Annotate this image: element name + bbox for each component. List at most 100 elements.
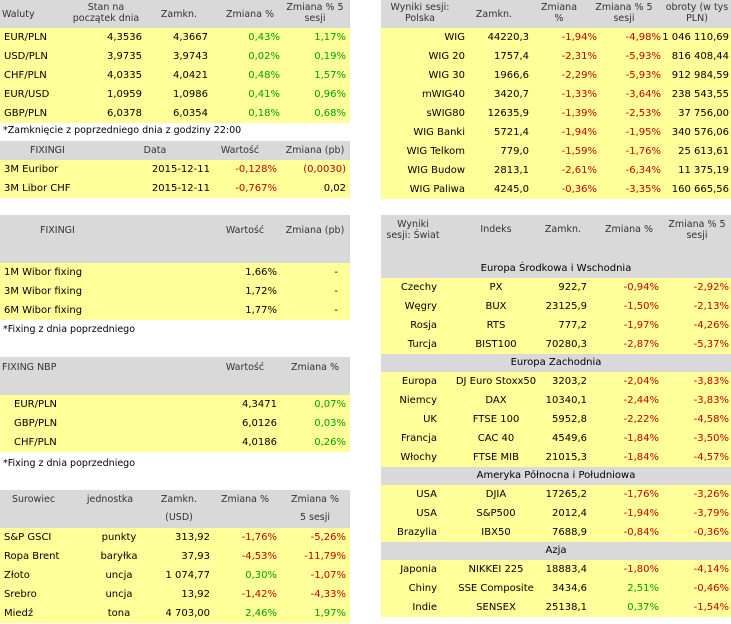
world-cell: 4549,6 [552, 433, 587, 444]
world-cell: DJ Euro Stoxx50 [455, 376, 537, 387]
nbp-table-row: CHF/PLN 4,0186 0,26% [0, 433, 350, 452]
currency-table-cell: 0,96% [314, 89, 346, 100]
poland-table-header-cell: obroty (w tys PLN) [665, 2, 729, 24]
world-cell: -1,84% [623, 452, 659, 463]
currency-table-row: CHF/PLN 4,0335 4,0421 0,48% 1,57% [0, 66, 350, 85]
world-cell: -2,87% [623, 339, 659, 350]
world-cell: 23125,9 [545, 301, 587, 312]
poland-table-cell: -1,39% [561, 108, 597, 119]
currency-table-cell: 0,48% [248, 70, 280, 81]
world-table-header: Wyniki sesji: Świat Indeks Zamkn. Zmiana % Z… [381, 215, 731, 260]
world-cell: -0,46% [693, 583, 729, 594]
world-cell: 25138,1 [545, 602, 587, 613]
poland-table-cell: 5721,4 [494, 127, 529, 138]
currency-table-cell: 3,9743 [173, 51, 208, 62]
commodities-table-cell: -4,33% [310, 589, 346, 600]
poland-table-cell: WIG Budow [407, 165, 465, 176]
wibor-table-header-cell: FIXINGI [40, 225, 75, 236]
world-row: Rosja RTS 777,2 -1,97% -4,26% [381, 316, 731, 335]
currency-table-cell: 1,0986 [173, 89, 208, 100]
currency-table-cell: 4,3536 [107, 32, 142, 43]
poland-table-cell: WIG Banki [413, 127, 465, 138]
poland-table-cell: -1,94% [561, 127, 597, 138]
fixing-table-header-cell: Data [143, 145, 167, 156]
poland-table-cell: 340 576,06 [671, 127, 729, 138]
commodities-table-row: Miedź tona 4 703,00 2,46% 1,97% [0, 604, 350, 623]
world-cell: 0,37% [627, 602, 659, 613]
world-row: Turcja BIST100 70280,3 -2,87% -5,37% [381, 335, 731, 354]
poland-table-cell: -2,29% [561, 70, 597, 81]
currency-table-header-cell: Waluty [2, 9, 35, 20]
world-cell: NIKKEI 225 [468, 564, 524, 575]
world-cell: Chiny [408, 583, 437, 594]
currency-table-cell: 0,68% [314, 108, 346, 119]
world-cell: -4,26% [693, 320, 729, 331]
nbp-note: *Fixing z dnia poprzedniego [3, 458, 136, 469]
world-table-header-cell: Zamkn. [544, 224, 582, 235]
commodities-table-header-cell: Zmiana % [290, 494, 340, 505]
poland-table-cell: 816 408,44 [671, 51, 729, 62]
world-cell: -3,83% [693, 376, 729, 387]
commodities-table-cell: S&P GSCI [4, 532, 52, 543]
wibor-table-cell: - [334, 305, 338, 316]
commodities-table-cell: 4 703,00 [165, 608, 210, 619]
commodities-table-cell: 2,46% [245, 608, 277, 619]
world-cell: 5952,8 [552, 414, 587, 425]
wibor-table-row: 6M Wibor fixing 1,77% - [0, 301, 350, 320]
world-table-header-cell: Indeks [480, 224, 512, 235]
wibor-table-header-cell: Zmiana (pb) [285, 225, 345, 236]
world-cell: Japonia [400, 564, 437, 575]
poland-table-cell: -2,31% [561, 51, 597, 62]
poland-table-row: mWIG40 3420,7 -1,33% -3,64% 238 543,55 [381, 85, 731, 104]
world-row: UK FTSE 100 5952,8 -2,22% -4,58% [381, 410, 731, 429]
commodities-subheader-cell: 5 sesji [299, 512, 331, 523]
commodities-table-header-cell: Zmiana % [220, 494, 270, 505]
commodities-table-cell: baryłka [100, 551, 138, 562]
commodities-subheader-cell: (USD) [165, 512, 193, 523]
poland-table-cell: -5,93% [625, 51, 661, 62]
world-table-header-cell: Zmiana % 5 sesji [668, 219, 726, 241]
currency-table-cell: 4,3667 [173, 32, 208, 43]
commodities-table-cell: -5,26% [310, 532, 346, 543]
world-cell: -1,97% [623, 320, 659, 331]
currency-table-header-cell: Zmiana % [225, 9, 275, 20]
world-row: Niemcy DAX 10340,1 -2,44% -3,83% [381, 391, 731, 410]
world-cell: 18883,4 [545, 564, 587, 575]
poland-table-row: WIG 30 1966,6 -2,29% -5,93% 912 984,59 [381, 66, 731, 85]
commodities-table-header-cell: Zamkn. [160, 494, 198, 505]
world-group-title: Europa Środkowa i Wschodnia [381, 260, 731, 278]
currency-table-row: GBP/PLN 6,0378 6,0354 0,18% 0,68% [0, 104, 350, 123]
world-cell: -0,36% [693, 527, 729, 538]
currency-table-cell: 1,57% [314, 70, 346, 81]
commodities-table-cell: uncja [105, 570, 133, 581]
currency-table-row: EUR/USD 1,0959 1,0986 0,41% 0,96% [0, 85, 350, 104]
poland-table-cell: WIG 20 [428, 51, 466, 62]
poland-table-cell: -3,64% [625, 89, 661, 100]
fixing-table-cell: -0,767% [235, 183, 277, 194]
world-cell: -3,79% [693, 508, 729, 519]
world-row: Włochy FTSE MIB 21015,3 -1,84% -4,57% [381, 448, 731, 467]
poland-table-cell: -0,36% [561, 184, 597, 195]
fixing-table-cell: (0,0030) [303, 164, 346, 175]
nbp-table-cell: EUR/PLN [14, 399, 58, 410]
currency-table-cell: EUR/USD [4, 89, 50, 100]
world-table-header-cell: Wyniki sesji: Świat [386, 219, 440, 241]
poland-table-cell: 11 375,19 [678, 165, 729, 176]
poland-table-header-cell: Zmiana % 5 sesji [595, 2, 653, 24]
commodities-table-cell: 37,93 [181, 551, 210, 562]
currency-table-header-cell: Zmiana % 5 sesji [286, 2, 344, 24]
commodities-table-cell: -11,79% [304, 551, 346, 562]
commodities-table-row: Ropa Brent baryłka 37,93 -4,53% -11,79% [0, 547, 350, 566]
world-cell: -1,54% [693, 602, 729, 613]
world-row: Brazylia IBX50 7688,9 -0,84% -0,36% [381, 523, 731, 542]
fixing-table-cell: 2015-12-11 [151, 183, 210, 194]
poland-table-cell: 912 984,59 [671, 70, 729, 81]
poland-table-cell: 44220,3 [487, 32, 529, 43]
world-cell: 7688,9 [552, 527, 587, 538]
poland-table-header-cell: Zmiana % [540, 2, 578, 24]
wibor-table-cell: 1,72% [245, 286, 277, 297]
world-cell: -2,22% [623, 414, 659, 425]
poland-table-cell: WIG Telkom [406, 146, 465, 157]
world-cell: -2,13% [693, 301, 729, 312]
poland-table-cell: 238 543,55 [671, 89, 729, 100]
